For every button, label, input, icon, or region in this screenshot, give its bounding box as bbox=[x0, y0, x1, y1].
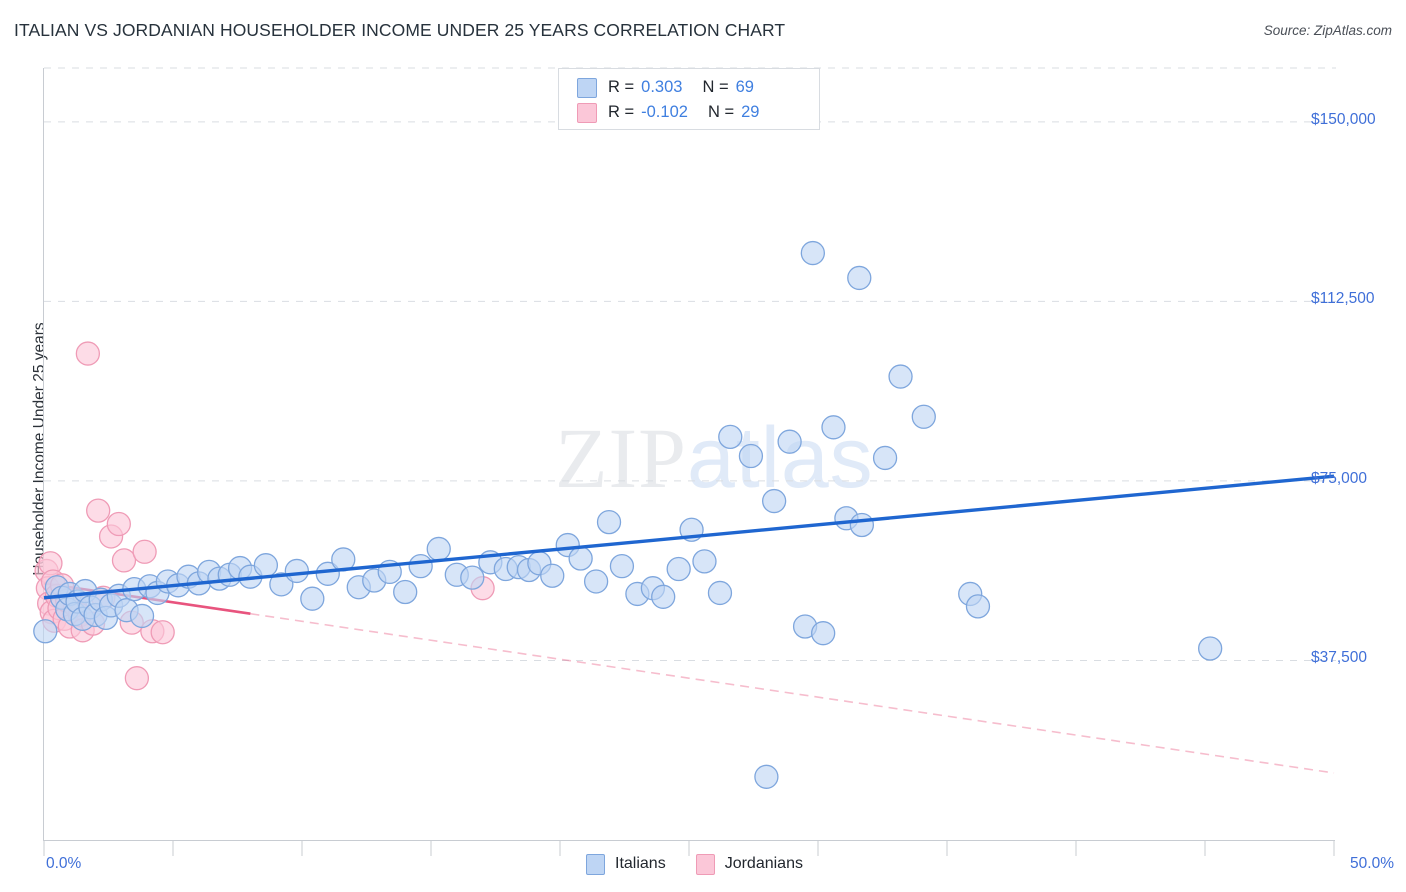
data-point-italians bbox=[965, 594, 991, 619]
data-point-italians bbox=[609, 553, 635, 579]
data-point-italians bbox=[800, 240, 825, 266]
data-point-jordanians bbox=[111, 548, 137, 573]
data-point-jordanians bbox=[124, 666, 150, 691]
stats-swatch-italians bbox=[577, 77, 597, 98]
y-tick-label-37500: $37,500 bbox=[1311, 649, 1368, 667]
data-point-italians bbox=[583, 569, 609, 594]
data-point-italians bbox=[849, 512, 875, 538]
data-point-italians bbox=[821, 415, 846, 440]
stats-n-value-italians: 69 bbox=[735, 78, 754, 96]
data-point-italians bbox=[460, 565, 485, 590]
data-point-italians bbox=[911, 404, 936, 429]
data-point-italians bbox=[315, 561, 340, 586]
data-point-italians bbox=[284, 558, 309, 584]
data-point-jordanians bbox=[150, 620, 175, 645]
data-point-jordanians bbox=[86, 498, 111, 523]
data-point-italians bbox=[33, 619, 58, 644]
x-tick-label-max: 50.0% bbox=[1350, 855, 1394, 872]
data-point-italians bbox=[761, 488, 787, 514]
legend-swatch-italians bbox=[586, 853, 605, 875]
data-point-italians bbox=[777, 429, 802, 454]
stats-swatch-jordanians bbox=[577, 102, 597, 123]
legend-swatch-jordanians bbox=[695, 853, 715, 875]
data-point-italians bbox=[129, 603, 155, 629]
data-point-italians bbox=[651, 584, 676, 609]
data-point-italians bbox=[666, 556, 691, 582]
legend-item-jordanians[interactable]: Jordanians bbox=[695, 853, 803, 875]
stats-r-value-italians: 0.303 bbox=[641, 78, 683, 96]
page-title: ITALIAN VS JORDANIAN HOUSEHOLDER INCOME … bbox=[14, 20, 786, 40]
y-tick-label-75000: $75,000 bbox=[1311, 469, 1368, 487]
data-point-italians bbox=[718, 424, 743, 450]
legend-label-italians: Italians bbox=[615, 855, 666, 872]
data-point-italians bbox=[754, 764, 779, 789]
data-point-italians bbox=[811, 621, 836, 646]
data-point-italians bbox=[300, 586, 325, 611]
stats-r-label-jordanians: R = bbox=[608, 103, 635, 121]
data-point-jordanians bbox=[75, 341, 101, 366]
data-point-jordanians bbox=[132, 539, 157, 564]
stats-r-label-italians: R = bbox=[608, 78, 635, 96]
correlation-stats-box: R = 0.303 N = 69 R = -0.102 N = 29 bbox=[558, 68, 820, 130]
stats-n-value-jordanians: 29 bbox=[741, 103, 760, 121]
data-point-italians bbox=[847, 265, 872, 291]
stats-r-value-jordanians: -0.102 bbox=[641, 103, 688, 121]
data-point-italians bbox=[426, 536, 451, 562]
stats-row-italians: R = 0.303 N = 69 bbox=[577, 75, 819, 100]
data-point-italians bbox=[596, 509, 622, 535]
legend-label-jordanians: Jordanians bbox=[724, 855, 803, 872]
data-point-italians bbox=[540, 563, 565, 588]
trendline-italians bbox=[43, 474, 1335, 600]
y-axis-line bbox=[43, 68, 44, 840]
source-label: Source: ZipAtlas.com bbox=[1263, 23, 1392, 38]
y-tick-label-150000: $150,000 bbox=[1311, 110, 1376, 128]
stats-n-label-italians: N = bbox=[702, 78, 729, 96]
data-point-italians bbox=[393, 579, 418, 605]
x-tick-label-min: 0.0% bbox=[46, 855, 82, 872]
legend-item-italians[interactable]: Italians bbox=[586, 853, 666, 875]
data-point-italians bbox=[253, 553, 279, 578]
trendline-jordanians-dashed bbox=[250, 612, 1335, 774]
y-tick-label-112500: $112,500 bbox=[1311, 290, 1375, 308]
data-point-italians bbox=[568, 546, 593, 571]
series-legend: Italians Jordanians bbox=[586, 851, 833, 877]
data-point-jordanians bbox=[106, 511, 131, 537]
data-point-italians bbox=[872, 445, 898, 471]
stats-row-jordanians: R = -0.102 N = 29 bbox=[577, 100, 819, 125]
stats-n-label-jordanians: N = bbox=[707, 103, 735, 121]
data-point-italians bbox=[1198, 636, 1223, 661]
data-point-italians bbox=[707, 580, 733, 606]
data-point-italians bbox=[692, 549, 717, 574]
data-point-italians bbox=[269, 572, 294, 597]
data-point-italians bbox=[408, 553, 433, 579]
data-point-italians bbox=[888, 364, 913, 389]
data-point-italians bbox=[738, 443, 764, 469]
